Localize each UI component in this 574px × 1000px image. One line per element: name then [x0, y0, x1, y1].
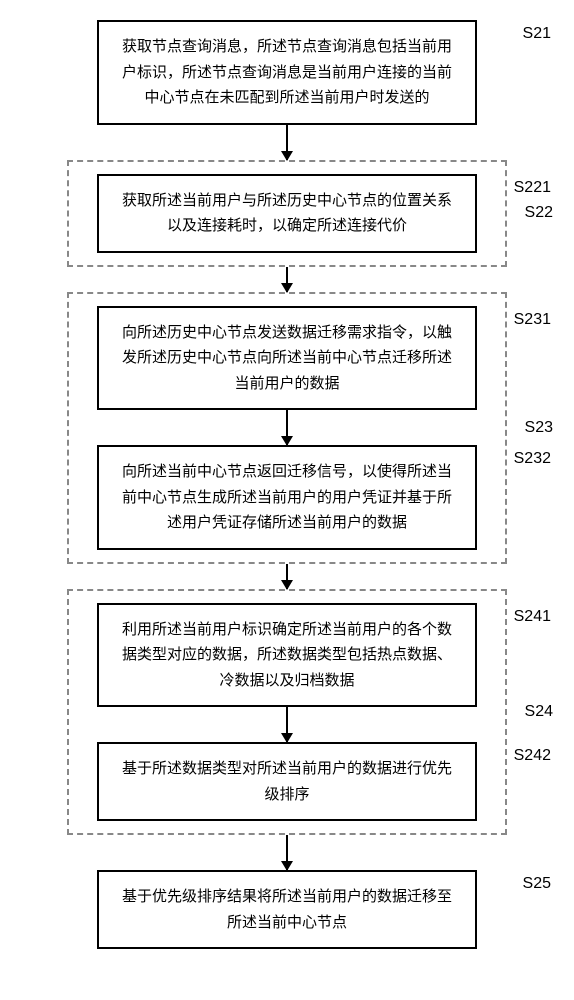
- step-s21: 获取节点查询消息，所述节点查询消息包括当前用户标识，所述节点查询消息是当前用户连…: [97, 20, 477, 125]
- step-s221-text: 获取所述当前用户与所述历史中心节点的位置关系以及连接耗时，以确定所述连接代价: [122, 192, 452, 235]
- arrow: [286, 707, 288, 742]
- step-s221: 获取所述当前用户与所述历史中心节点的位置关系以及连接耗时，以确定所述连接代价 S…: [97, 174, 477, 253]
- step-s231-label: S231: [514, 306, 551, 333]
- step-s241-label: S241: [514, 603, 551, 630]
- step-s221-label: S221: [514, 174, 551, 201]
- step-s241-text: 利用所述当前用户标识确定所述当前用户的各个数据类型对应的数据，所述数据类型包括热…: [122, 621, 452, 689]
- step-s21-label: S21: [523, 20, 551, 47]
- group-s22: S22 获取所述当前用户与所述历史中心节点的位置关系以及连接耗时，以确定所述连接…: [67, 160, 507, 267]
- step-s25-label: S25: [523, 870, 551, 897]
- flowchart-container: 获取节点查询消息，所述节点查询消息包括当前用户标识，所述节点查询消息是当前用户连…: [15, 20, 559, 949]
- group-s23: S23 向所述历史中心节点发送数据迁移需求指令，以触发所述历史中心节点向所述当前…: [67, 292, 507, 564]
- arrow: [286, 564, 288, 589]
- step-s231: 向所述历史中心节点发送数据迁移需求指令，以触发所述历史中心节点向所述当前中心节点…: [97, 306, 477, 411]
- step-s231-text: 向所述历史中心节点发送数据迁移需求指令，以触发所述历史中心节点向所述当前中心节点…: [122, 324, 452, 392]
- arrow: [286, 410, 288, 445]
- step-s25-text: 基于优先级排序结果将所述当前用户的数据迁移至所述当前中心节点: [122, 888, 452, 931]
- step-s241: 利用所述当前用户标识确定所述当前用户的各个数据类型对应的数据，所述数据类型包括热…: [97, 603, 477, 708]
- step-s232-label: S232: [514, 445, 551, 472]
- arrow: [286, 125, 288, 160]
- step-s242-text: 基于所述数据类型对所述当前用户的数据进行优先级排序: [122, 760, 452, 803]
- step-s242: 基于所述数据类型对所述当前用户的数据进行优先级排序 S242: [97, 742, 477, 821]
- group-s22-label: S22: [525, 204, 553, 222]
- step-s25: 基于优先级排序结果将所述当前用户的数据迁移至所述当前中心节点 S25: [97, 870, 477, 949]
- arrow: [286, 267, 288, 292]
- step-s21-text: 获取节点查询消息，所述节点查询消息包括当前用户标识，所述节点查询消息是当前用户连…: [122, 38, 452, 106]
- arrow: [286, 835, 288, 870]
- group-s24: S24 利用所述当前用户标识确定所述当前用户的各个数据类型对应的数据，所述数据类…: [67, 589, 507, 836]
- step-s232: 向所述当前中心节点返回迁移信号，以使得所述当前中心节点生成所述当前用户的用户凭证…: [97, 445, 477, 550]
- step-s242-label: S242: [514, 742, 551, 769]
- step-s232-text: 向所述当前中心节点返回迁移信号，以使得所述当前中心节点生成所述当前用户的用户凭证…: [122, 463, 452, 531]
- group-s24-label: S24: [525, 703, 553, 721]
- group-s23-label: S23: [525, 419, 553, 437]
